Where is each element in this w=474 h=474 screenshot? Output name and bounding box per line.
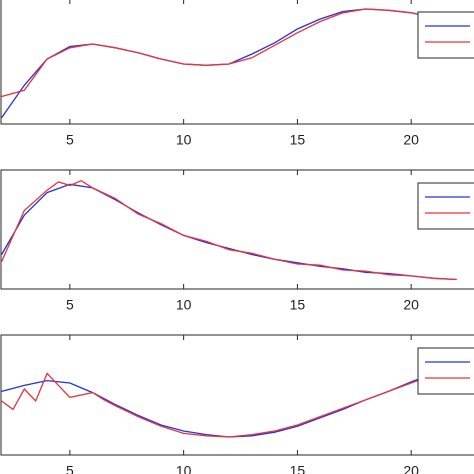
line-series xyxy=(1,179,457,281)
x-tick-label: 15 xyxy=(290,463,306,474)
x-tick-label: 20 xyxy=(403,463,419,474)
x-tick-label: 5 xyxy=(66,463,74,474)
axes-frame xyxy=(0,0,474,125)
x-tick-label: 20 xyxy=(403,297,419,313)
subplot: 5 10 15 20 xyxy=(0,0,474,148)
subplot: 5 10 15 20 xyxy=(0,169,474,313)
subplot: 5 10 15 20 xyxy=(0,334,474,474)
x-tick-label: 10 xyxy=(176,132,192,148)
x-tick-label: 10 xyxy=(176,297,192,313)
legend-box xyxy=(417,347,474,395)
x-tick-label: 5 xyxy=(66,297,74,313)
legend-box xyxy=(417,11,474,59)
x-tick-label: 10 xyxy=(176,463,192,474)
x-tick-label: 15 xyxy=(290,297,306,313)
axes-frame xyxy=(0,169,474,290)
line-series xyxy=(1,183,457,281)
line-series xyxy=(1,8,457,98)
axes-frame xyxy=(0,334,474,456)
legend-box xyxy=(417,182,474,230)
x-tick-label: 15 xyxy=(290,132,306,148)
x-tick-label: 5 xyxy=(66,132,74,148)
line-series xyxy=(1,367,457,438)
line-series xyxy=(1,367,457,438)
x-tick-label: 20 xyxy=(403,132,419,148)
